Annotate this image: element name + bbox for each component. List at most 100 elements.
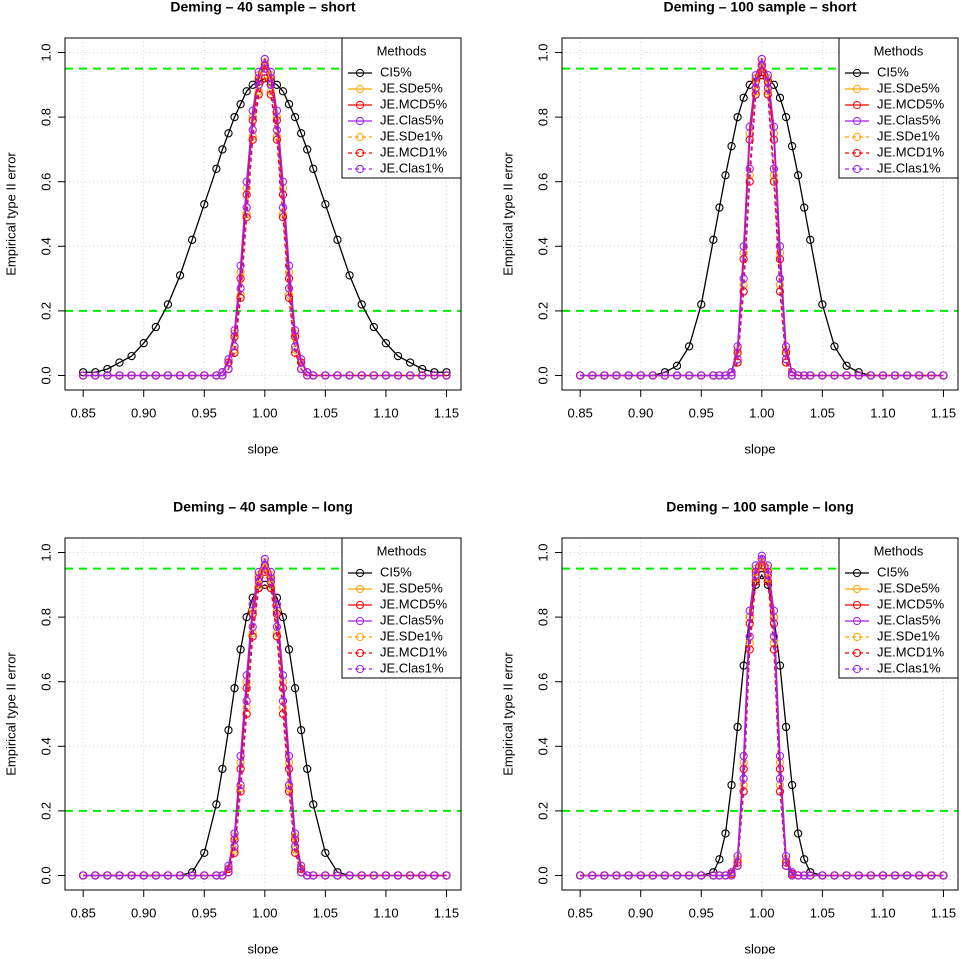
point-marker [236, 293, 245, 303]
point-marker [188, 235, 197, 244]
point-marker [715, 371, 724, 380]
y-axis-label: Empirical type II error [500, 652, 515, 776]
y-tick-label: 0.0 [38, 866, 53, 884]
point-marker [727, 371, 736, 380]
legend-marker [852, 68, 862, 78]
point-marker [739, 93, 748, 102]
legend-box [341, 37, 462, 179]
point-marker [890, 371, 900, 380]
legend-marker [355, 632, 365, 642]
y-axis-label: Empirical type II error [500, 152, 515, 276]
point-marker [854, 371, 863, 380]
point-marker [278, 87, 288, 96]
legend-label: JE.MCD1% [877, 644, 945, 659]
point-marker [272, 622, 282, 631]
y-tick-label: 0.4 [38, 737, 53, 755]
point-marker [927, 371, 936, 380]
point-marker [842, 361, 851, 370]
point-marker [290, 348, 300, 358]
legend-title: Methods [377, 43, 427, 58]
legend-marker [355, 148, 365, 158]
legend-marker [355, 616, 365, 626]
legend-label: JE.SDe1% [380, 128, 443, 143]
point-marker [321, 848, 330, 858]
point-marker [290, 842, 300, 851]
x-tick-label: 0.95 [689, 405, 714, 420]
x-tick-label: 0.95 [192, 405, 217, 420]
point-marker [769, 645, 779, 654]
point-marker [357, 300, 366, 309]
legend-label: JE.Clas1% [380, 160, 444, 175]
point-marker [303, 871, 312, 880]
point-marker [672, 871, 682, 880]
x-axis-label: slope [247, 441, 278, 456]
point-marker [442, 371, 451, 380]
point-marker [248, 622, 257, 631]
x-tick-label: 0.90 [628, 905, 653, 920]
point-marker [260, 554, 269, 564]
legend-marker [355, 84, 365, 94]
point-marker [188, 871, 197, 880]
point-marker [902, 371, 912, 380]
legend-marker [852, 648, 862, 658]
point-marker [793, 371, 803, 380]
y-tick-label: 0.4 [38, 237, 53, 255]
point-marker [248, 135, 257, 144]
y-tick-label: 0.4 [535, 237, 550, 255]
legend-marker [852, 600, 862, 610]
point-marker [600, 871, 609, 880]
chart-title: Deming – 40 sample – short [170, 0, 356, 15]
point-marker [296, 861, 306, 870]
point-marker [284, 764, 294, 774]
point-marker [393, 871, 403, 880]
point-marker [266, 577, 276, 586]
point-marker [721, 171, 730, 180]
y-tick-label: 1.0 [38, 43, 53, 61]
point-marker [775, 242, 785, 251]
point-marker [915, 871, 924, 880]
point-marker [636, 871, 645, 880]
point-marker [715, 203, 724, 212]
point-marker [321, 871, 330, 880]
chart-panel: Deming – 100 sample – long 0.85 0.90 0.95 1.… [500, 499, 959, 956]
point-marker [757, 54, 766, 64]
plot-frame [561, 37, 959, 391]
point-marker [576, 371, 585, 380]
point-marker [236, 100, 245, 109]
point-marker [230, 342, 239, 351]
point-marker [624, 871, 633, 880]
point-marker [303, 145, 312, 154]
point-marker [236, 645, 245, 654]
point-marker [224, 861, 233, 870]
point-marker [793, 171, 803, 180]
point-marker [290, 326, 300, 335]
point-marker [224, 868, 233, 877]
point-marker [806, 871, 815, 880]
point-marker [115, 871, 124, 880]
legend-label: JE.Clas5% [380, 112, 444, 127]
x-tick-label: 1.10 [870, 905, 895, 920]
point-marker [709, 371, 718, 380]
x-tick-label: 1.15 [931, 905, 956, 920]
point-marker [672, 361, 682, 370]
point-marker [296, 364, 306, 374]
point-marker [890, 871, 900, 880]
point-marker [284, 284, 294, 293]
point-marker [242, 87, 251, 96]
y-axis-label: Empirical type II error [3, 652, 18, 776]
y-tick-label: 0.2 [38, 302, 53, 320]
point-marker [175, 371, 185, 380]
point-marker [721, 829, 730, 838]
point-marker [242, 177, 251, 186]
point-marker [357, 371, 366, 380]
legend-label: JE.MCD1% [877, 144, 945, 159]
point-marker [405, 358, 415, 367]
chart-title: Deming – 100 sample – short [664, 0, 857, 15]
legend-marker [355, 132, 365, 142]
x-tick-label: 0.90 [131, 405, 156, 420]
point-marker [309, 164, 318, 173]
point-marker [224, 725, 233, 735]
point-marker [254, 90, 263, 99]
legend-label: JE.Clas1% [380, 660, 444, 675]
point-marker [278, 709, 288, 719]
